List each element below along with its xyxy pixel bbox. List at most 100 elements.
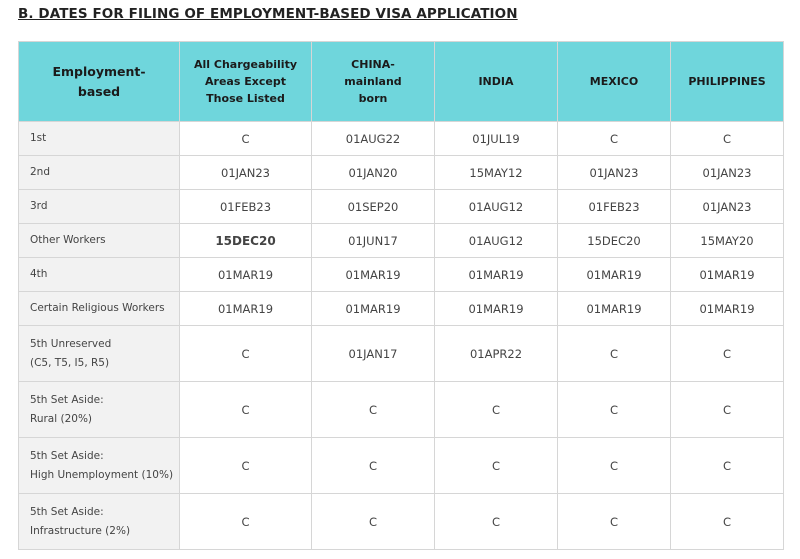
visa-dates-table: Employment- based All Chargeability Area…	[18, 41, 784, 550]
table-cell: 01JUL19	[434, 121, 558, 156]
table-cell: C	[179, 325, 312, 382]
table-cell: C	[670, 381, 784, 438]
table-cell: 01JAN17	[311, 325, 435, 382]
table-cell: C	[557, 121, 671, 156]
table-cell: 01FEB23	[557, 189, 671, 224]
header-all-chargeability: All Chargeability Areas Except Those Lis…	[179, 41, 312, 122]
table-cell: C	[434, 437, 558, 494]
table-cell: 01MAR19	[311, 291, 435, 326]
table-cell: 01MAR19	[434, 257, 558, 292]
table-cell: 01JAN23	[670, 189, 784, 224]
table-cell: C	[434, 381, 558, 438]
table-row: 2nd 01JAN23 01JAN20 15MAY12 01JAN23 01JA…	[18, 155, 784, 190]
table-cell: 01MAR19	[557, 291, 671, 326]
table-row: 5th Set Aside: High Unemployment (10%) C…	[18, 437, 784, 494]
section-title: B. DATES FOR FILING OF EMPLOYMENT-BASED …	[18, 6, 518, 22]
row-label: 5th Set Aside: Infrastructure (2%)	[18, 493, 180, 550]
row-label: 5th Set Aside: Rural (20%)	[18, 381, 180, 438]
table-cell: C	[179, 381, 312, 438]
row-label-line: (C5, T5, I5, R5)	[30, 356, 110, 369]
header-philippines: PHILIPPINES	[670, 41, 784, 122]
header-line: All Chargeability	[193, 58, 297, 71]
table-cell: 01AUG12	[434, 223, 558, 258]
row-label-line: High Unemployment (10%)	[30, 468, 174, 481]
row-label: 1st	[18, 121, 180, 156]
table-cell: 01MAR19	[670, 257, 784, 292]
table-row: 3rd 01FEB23 01SEP20 01AUG12 01FEB23 01JA…	[18, 189, 784, 224]
row-label: 3rd	[18, 189, 180, 224]
row-label-line: Other Workers	[30, 234, 106, 246]
table-cell: C	[179, 121, 312, 156]
header-line: MEXICO	[589, 75, 639, 88]
table-cell: C	[179, 437, 312, 494]
row-label: 2nd	[18, 155, 180, 190]
table-cell: 01MAR19	[179, 257, 312, 292]
table-cell: 01APR22	[434, 325, 558, 382]
row-label-line: Certain Religious Workers	[30, 302, 165, 314]
header-line: CHINA-	[351, 58, 395, 71]
table-row: Certain Religious Workers 01MAR19 01MAR1…	[18, 291, 784, 326]
row-label: Other Workers	[18, 223, 180, 258]
table-cell: C	[311, 437, 435, 494]
header-employment-based: Employment- based	[18, 41, 180, 122]
table-cell: 15DEC20	[557, 223, 671, 258]
table-cell: C	[670, 121, 784, 156]
table-cell: 01AUG22	[311, 121, 435, 156]
table-cell: C	[557, 325, 671, 382]
table-cell: C	[557, 381, 671, 438]
row-label-line: 5th Unreserved	[30, 337, 112, 350]
header-india: INDIA	[434, 41, 558, 122]
header-line: mainland	[344, 75, 402, 88]
table-cell: 01JAN23	[179, 155, 312, 190]
row-label-line: 1st	[30, 132, 47, 144]
table-cell: 01MAR19	[434, 291, 558, 326]
header-line: PHILIPPINES	[688, 75, 766, 88]
row-label: 4th	[18, 257, 180, 292]
row-label-line: 5th Set Aside:	[30, 449, 104, 462]
table-row: 5th Set Aside: Rural (20%) C C C C C	[18, 381, 784, 438]
table-cell: 01SEP20	[311, 189, 435, 224]
table-row: 4th 01MAR19 01MAR19 01MAR19 01MAR19 01MA…	[18, 257, 784, 292]
row-label-line: 4th	[30, 268, 48, 280]
table-cell: 01JAN20	[311, 155, 435, 190]
table-cell: 01JUN17	[311, 223, 435, 258]
table-row: 1st C 01AUG22 01JUL19 C C	[18, 121, 784, 156]
table-cell: C	[670, 325, 784, 382]
table-cell: 01MAR19	[557, 257, 671, 292]
row-label-line: 5th Set Aside:	[30, 393, 104, 406]
header-line: based	[77, 83, 121, 99]
table-cell: C	[670, 493, 784, 550]
table-cell: 01FEB23	[179, 189, 312, 224]
table-cell: C	[179, 493, 312, 550]
header-row: Employment- based All Chargeability Area…	[18, 41, 784, 122]
table-cell: 01JAN23	[557, 155, 671, 190]
row-label: Certain Religious Workers	[18, 291, 180, 326]
table-cell: C	[434, 493, 558, 550]
table-cell: 01MAR19	[670, 291, 784, 326]
table-cell: 15MAY12	[434, 155, 558, 190]
table-row-other-workers: Other Workers 15DEC20 01JUN17 01AUG12 15…	[18, 223, 784, 258]
table-cell: C	[670, 437, 784, 494]
row-label-line: Rural (20%)	[30, 412, 93, 425]
table-cell: 01MAR19	[179, 291, 312, 326]
table-row: 5th Set Aside: Infrastructure (2%) C C C…	[18, 493, 784, 550]
header-line: INDIA	[478, 75, 514, 88]
table-cell: C	[557, 493, 671, 550]
table-cell: 01MAR19	[311, 257, 435, 292]
header-china: CHINA- mainland born	[311, 41, 435, 122]
header-line: Employment-	[52, 63, 146, 79]
row-label-line: 2nd	[30, 166, 51, 178]
table-cell: C	[311, 493, 435, 550]
header-line: Those Listed	[206, 92, 285, 105]
table-cell: 01JAN23	[670, 155, 784, 190]
table-cell-highlighted: 15DEC20	[179, 223, 312, 258]
table-cell: 01AUG12	[434, 189, 558, 224]
row-label-line: 3rd	[30, 200, 48, 212]
table-cell: 15MAY20	[670, 223, 784, 258]
header-line: Areas Except	[205, 75, 286, 88]
header-mexico: MEXICO	[557, 41, 671, 122]
table-row: 5th Unreserved (C5, T5, I5, R5) C 01JAN1…	[18, 325, 784, 382]
row-label: 5th Unreserved (C5, T5, I5, R5)	[18, 325, 180, 382]
row-label-line: Infrastructure (2%)	[30, 524, 131, 537]
table-cell: C	[557, 437, 671, 494]
